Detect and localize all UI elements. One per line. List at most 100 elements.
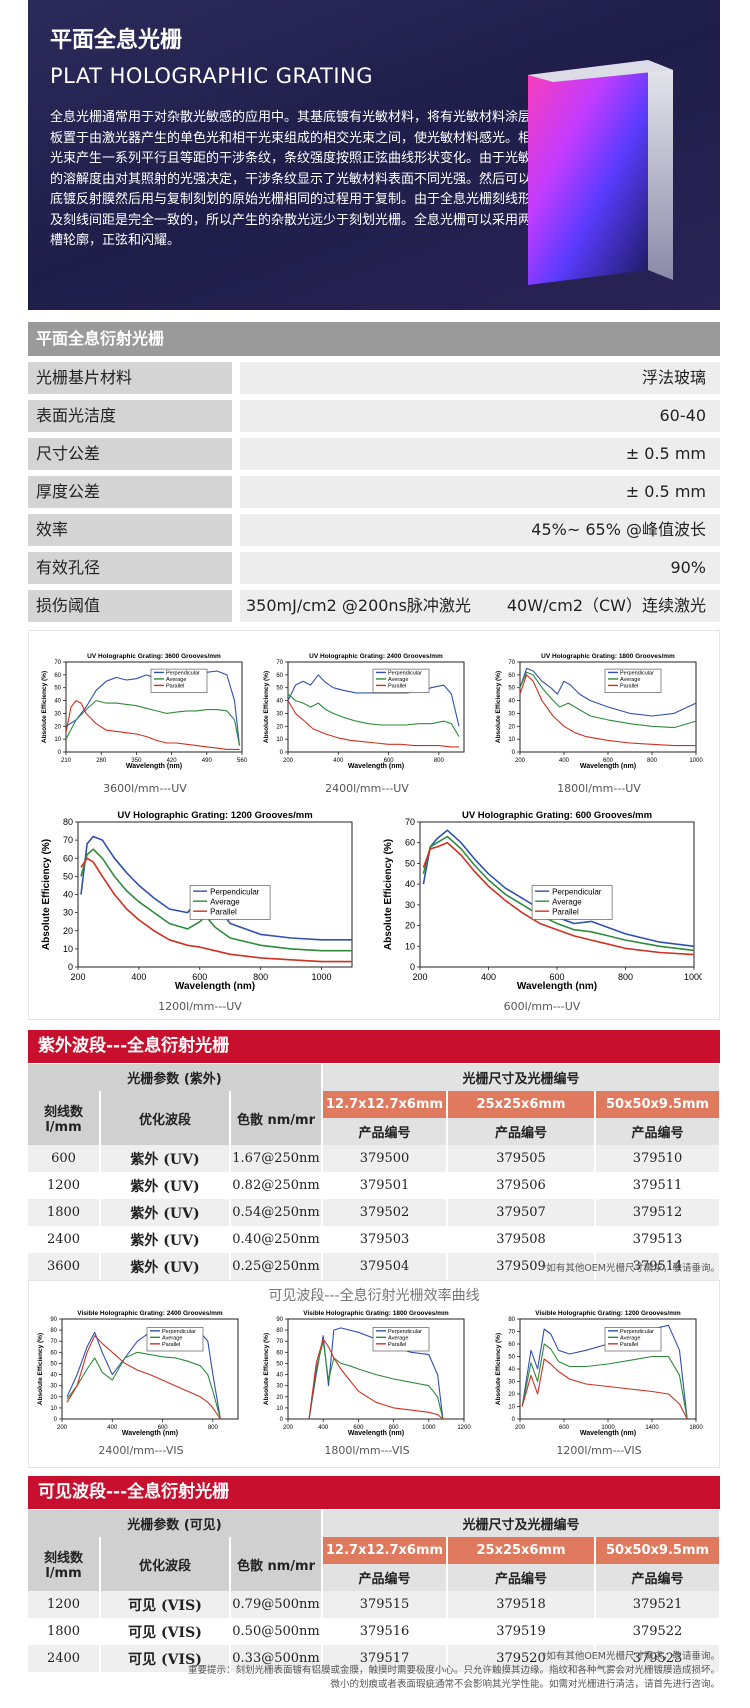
chart-title: UV Holographic Grating: 3600 Grooves/mm: [87, 653, 221, 660]
y-axis-label: Absolute Efficiency (%): [495, 1333, 502, 1405]
cell-part-number: 379511: [595, 1172, 722, 1199]
col-dispersion: 色散 nm/mr: [230, 1091, 324, 1145]
series-line: [66, 1335, 221, 1420]
cell-part-number: 379515: [322, 1591, 449, 1618]
legend-label: Average: [388, 677, 408, 683]
cell-part-number: 379508: [447, 1226, 597, 1253]
y-tick-label: 70: [63, 835, 73, 845]
y-tick-label: 20: [50, 1395, 57, 1401]
cell-band: 可见 (VIS): [100, 1645, 231, 1672]
chart-svg: UV Holographic Grating: 2400 Grooves/mm 0…: [263, 653, 465, 770]
params-header: 光栅参数 (可见): [28, 1510, 324, 1537]
table-row: 1200 可见 (VIS) 0.79@500nm 379515 379518 379521: [28, 1591, 722, 1618]
legend-label: Average: [620, 677, 640, 683]
caption-uv-600: 600l/mm---UV: [503, 1000, 581, 1013]
chart-title: UV Holographic Grating: 1200 Grooves/mm: [117, 810, 312, 821]
caption-uv-1800: 1800l/mm---UV: [557, 782, 641, 795]
y-tick-label: 30: [405, 900, 415, 910]
legend-label: Perpendicular: [166, 671, 200, 677]
spec-row: 效率 45%~ 65% @峰值波长: [28, 514, 720, 546]
damage-cw: 40W/cm2（CW）连续激光: [506, 596, 706, 615]
hero-title-en: PLAT HOLOGRAPHIC GRATING: [50, 64, 374, 88]
cell-band: 紫外 (UV): [100, 1172, 231, 1199]
series-line: [66, 1329, 221, 1420]
y-tick-label: 90: [276, 1317, 283, 1323]
y-tick-label: 50: [50, 1361, 57, 1367]
y-tick-label: 40: [405, 879, 415, 889]
size-col: 50x50x9.5mm: [595, 1091, 722, 1118]
spec-key: 厚度公差: [28, 476, 232, 508]
size-col: 25x25x6mm: [447, 1537, 597, 1564]
table-row: 1800 紫外 (UV) 0.54@250nm 379502 379507 379512: [28, 1199, 722, 1226]
cell-band: 紫外 (UV): [100, 1253, 231, 1280]
x-axis-label: Wavelength (nm): [126, 763, 182, 770]
spec-value: 45%~ 65% @峰值波长: [240, 514, 720, 546]
series-line: [422, 829, 695, 948]
cell-lines: 1200: [28, 1172, 101, 1199]
y-tick-label: 20: [54, 724, 61, 730]
chart-svg: UV Holographic Grating: 1200 Grooves/mm 0…: [41, 810, 353, 991]
series-line: [80, 848, 352, 952]
pn-label: 产品编号: [322, 1118, 449, 1145]
vis-note-cleaning: 微小的划痕或者表面瑕疵通常不会影响其光学性能。如需对光栅进行清洁，请首先进行咨询…: [330, 1679, 720, 1690]
table-row: 2400 可见 (VIS) 0.33@500nm 379517 379520 379523: [28, 1645, 722, 1672]
uv-product-table: 光栅参数 (紫外) 光栅尺寸及光栅编号 刻线数 l/mm 优化波段 色散 nm/…: [28, 1064, 722, 1280]
y-tick-label: 0: [54, 1417, 58, 1423]
x-tick-label: 600: [603, 758, 614, 764]
y-tick-label: 70: [50, 1339, 57, 1345]
vis-note: *如有其他OEM光栅尺寸需求，敬请垂询。 重要提示：刻划光栅表面镀有铝膜或金膜，…: [188, 1650, 720, 1692]
y-tick-label: 10: [276, 737, 283, 743]
x-axis-label: Wavelength (nm): [348, 763, 404, 770]
cell-dispersion: 0.79@500nm: [230, 1591, 324, 1618]
x-tick-label: 800: [434, 758, 445, 764]
cell-dispersion: 0.33@500nm: [230, 1645, 324, 1672]
table-row: 1200 紫外 (UV) 0.82@250nm 379501 379506 379511: [28, 1172, 722, 1199]
y-tick-label: 50: [405, 858, 415, 868]
spec-row: 光栅基片材料 浮法玻璃: [28, 362, 720, 394]
legend-label: Average: [166, 677, 186, 683]
y-tick-label: 40: [54, 699, 61, 705]
y-tick-label: 30: [276, 711, 283, 717]
y-tick-label: 70: [508, 1330, 515, 1336]
y-tick-label: 0: [512, 1417, 516, 1423]
x-tick-label: 400: [107, 1425, 118, 1431]
chart-uv-600: UV Holographic Grating: 600 Grooves/mm 0 1…: [382, 806, 702, 991]
x-tick-label: 200: [283, 1425, 294, 1431]
chart-title: UV Holographic Grating: 1800 Grooves/mm: [541, 653, 675, 660]
spec-key: 光栅基片材料: [28, 362, 232, 394]
chart-svg: UV Holographic Grating: 600 Grooves/mm 0 1…: [383, 810, 702, 991]
cell-part-number: 379505: [447, 1145, 597, 1172]
x-axis-label: Wavelength (nm): [580, 763, 636, 770]
spec-row: 厚度公差 ± 0.5 mm: [28, 476, 720, 508]
uv-note: *如有其他OEM光栅尺寸需求，敬请垂询。: [541, 1263, 720, 1274]
series-line: [519, 674, 696, 747]
chart-title: UV Holographic Grating: 2400 Grooves/mm: [309, 653, 443, 660]
legend-label: Parallel: [162, 1342, 180, 1348]
x-tick-label: 200: [515, 1425, 526, 1431]
size-col: 25x25x6mm: [447, 1091, 597, 1118]
cell-part-number: 379500: [322, 1145, 449, 1172]
x-tick-label: 400: [333, 758, 344, 764]
x-tick-label: 600: [158, 1425, 169, 1431]
cell-part-number: 379523: [595, 1645, 722, 1672]
chart-svg: Visible Holographic Grating: 1800 Groove…: [263, 1310, 471, 1437]
table-row: 1800 可见 (VIS) 0.50@500nm 379516 379519 379522: [28, 1618, 722, 1645]
cell-dispersion: 0.54@250nm: [230, 1199, 324, 1226]
legend-label: Perpendicular: [620, 671, 654, 677]
x-tick-label: 1000: [684, 972, 702, 982]
y-tick-label: 20: [276, 724, 283, 730]
col-lines: 刻线数 l/mm: [28, 1537, 101, 1591]
y-tick-label: 60: [50, 1350, 57, 1356]
cell-part-number: 379520: [447, 1645, 597, 1672]
chart-title: Visible Holographic Grating: 1200 Groove…: [535, 1310, 681, 1317]
size-header: 光栅尺寸及光栅编号: [322, 1510, 722, 1537]
y-tick-label: 70: [54, 660, 61, 666]
legend-label: Average: [620, 1336, 640, 1342]
series-line: [308, 1338, 444, 1420]
x-tick-label: 490: [202, 758, 213, 764]
cell-part-number: 379512: [595, 1199, 722, 1226]
x-tick-label: 1000: [312, 972, 332, 982]
cell-part-number: 379504: [322, 1253, 449, 1280]
cell-part-number: 379514: [595, 1253, 722, 1280]
y-axis-label: Absolute Efficiency (%): [37, 1333, 44, 1405]
